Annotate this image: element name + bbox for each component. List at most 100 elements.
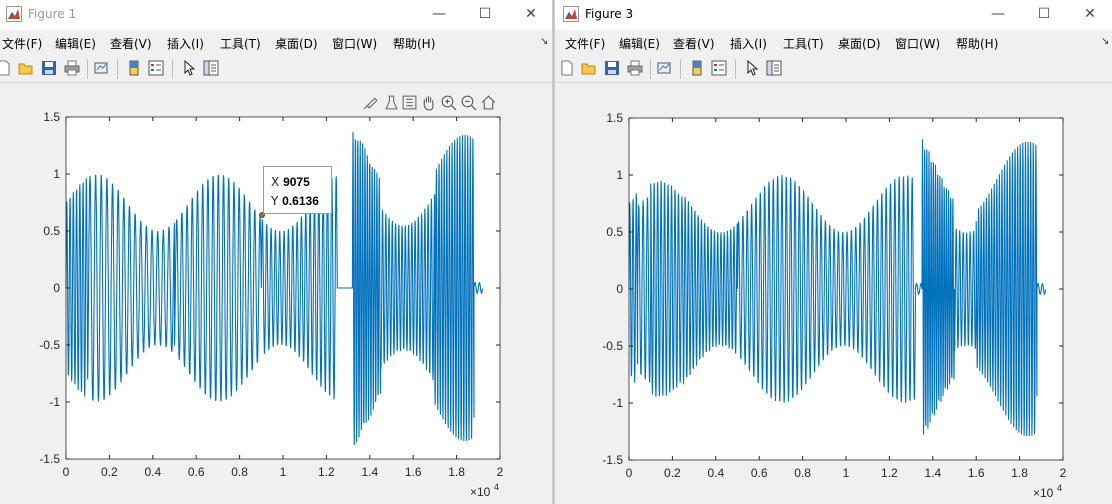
window-title: Figure 1 <box>28 7 77 21</box>
property-inspector-icon[interactable] <box>203 60 219 76</box>
matlab-icon <box>563 6 579 22</box>
property-inspector-icon[interactable] <box>766 60 782 76</box>
x-tick-label: 0.4 <box>707 466 724 480</box>
save-icon[interactable] <box>41 60 57 76</box>
y-tick-label: -0.5 <box>39 338 60 352</box>
save-icon[interactable] <box>604 60 620 76</box>
new-figure-icon[interactable] <box>0 60 12 76</box>
menu-insert[interactable]: 插入(I) <box>730 37 767 51</box>
menu-overflow-icon[interactable]: ↘ <box>540 36 549 47</box>
y-tick-label: -1 <box>49 395 60 409</box>
y-tick-label: 1 <box>53 167 60 181</box>
colorbar-icon[interactable] <box>689 60 705 76</box>
window-divider <box>552 0 555 504</box>
menu-tools[interactable]: 工具(T) <box>783 37 824 51</box>
title-bar[interactable]: Figure 3 — ☐ ✕ <box>555 0 1112 30</box>
toolbar <box>0 55 552 83</box>
menu-window[interactable]: 窗口(W) <box>895 37 941 51</box>
x-tick-label: 1.6 <box>405 465 422 479</box>
y-tick-label: 0 <box>616 282 623 296</box>
matlab-icon <box>6 6 22 22</box>
export-icon[interactable] <box>401 94 418 111</box>
home-icon[interactable] <box>480 94 497 111</box>
plot-axes[interactable]: 0 0.2 0.4 0.6 0.8 1 1.2 1.4 1.6 1.8 2 1.5 1 0.5 0 -0.5 -… <box>555 84 1112 504</box>
menu-help[interactable]: 帮助(H) <box>393 37 436 51</box>
print-icon[interactable] <box>627 60 643 76</box>
toolbar-separator <box>680 59 681 79</box>
legend-icon[interactable] <box>148 60 164 76</box>
x-tick-label: 0 <box>63 465 70 479</box>
maximize-button[interactable]: ☐ <box>478 6 492 22</box>
open-file-icon[interactable] <box>18 60 34 76</box>
y-tick-label: -1.5 <box>39 452 60 466</box>
menu-tools[interactable]: 工具(T) <box>220 37 261 51</box>
menu-bar: 文件(F) 编辑(E) 查看(V) 插入(I) 工具(T) 桌面(D) 窗口(W… <box>0 30 552 54</box>
y-tick-label: 0.5 <box>606 225 623 239</box>
menu-view[interactable]: 查看(V) <box>110 37 152 51</box>
signal-line <box>65 132 484 446</box>
data-tips-icon[interactable] <box>383 94 400 111</box>
x-tick-label: 1.4 <box>361 465 378 479</box>
x-tick-label: 1.4 <box>924 466 941 480</box>
edit-plot-cursor-icon[interactable] <box>744 60 760 76</box>
signal-line <box>628 139 1047 437</box>
data-tip[interactable]: X 9075 Y 0.6136 <box>263 166 332 214</box>
close-button[interactable]: ✕ <box>525 6 537 22</box>
x-exponent-power: 4 <box>494 482 499 492</box>
maximize-button[interactable]: ☐ <box>1037 6 1051 22</box>
x-tick-label: 1.8 <box>1011 466 1028 480</box>
close-button[interactable]: ✕ <box>1084 6 1096 22</box>
toolbar <box>555 55 1112 83</box>
x-tick-label: 0.2 <box>664 466 681 480</box>
x-tick-label: 1.6 <box>968 466 985 480</box>
x-exponent-label: ×10 <box>470 485 491 499</box>
x-exponent-power: 4 <box>1057 483 1062 493</box>
y-tick-label: 0 <box>53 281 60 295</box>
menu-view[interactable]: 查看(V) <box>673 37 715 51</box>
minimize-button[interactable]: — <box>432 6 446 22</box>
x-tick-label: 1 <box>280 465 287 479</box>
x-tick-label: 2 <box>1060 466 1067 480</box>
colorbar-icon[interactable] <box>126 60 142 76</box>
brush-icon[interactable] <box>362 94 379 111</box>
y-tick-label: -1 <box>612 396 623 410</box>
figure-1-window: Figure 1 — ☐ ✕ 文件(F) 编辑(E) 查看(V) 插入(I) 工… <box>0 0 552 504</box>
x-tick-label: 0 <box>626 466 633 480</box>
link-plot-icon[interactable] <box>657 60 673 76</box>
menu-overflow-icon[interactable]: ↘ <box>1101 36 1110 47</box>
y-tick-label: 0.5 <box>43 224 60 238</box>
zoom-in-icon[interactable] <box>440 94 457 111</box>
x-exponent-label: ×10 <box>1033 486 1054 500</box>
link-plot-icon[interactable] <box>94 60 110 76</box>
x-tick-label: 1.2 <box>318 465 335 479</box>
menu-help[interactable]: 帮助(H) <box>956 37 999 51</box>
minimize-button[interactable]: — <box>991 6 1005 22</box>
open-file-icon[interactable] <box>581 60 597 76</box>
menu-file[interactable]: 文件(F) <box>565 37 606 51</box>
print-icon[interactable] <box>64 60 80 76</box>
title-bar[interactable]: Figure 1 — ☐ ✕ <box>0 0 552 30</box>
menu-file[interactable]: 文件(F) <box>2 37 43 51</box>
x-tick-label: 1.2 <box>881 466 898 480</box>
toolbar-separator <box>172 59 173 79</box>
menu-window[interactable]: 窗口(W) <box>332 37 378 51</box>
new-figure-icon[interactable] <box>559 60 575 76</box>
y-tick-label: 1.5 <box>43 110 60 124</box>
x-tick-label: 1 <box>843 466 850 480</box>
menu-edit[interactable]: 编辑(E) <box>55 37 96 51</box>
menu-desktop[interactable]: 桌面(D) <box>838 37 881 51</box>
datatip-x-value: 9075 <box>283 175 310 189</box>
pan-icon[interactable] <box>420 94 437 111</box>
x-tick-label: 0.2 <box>101 465 118 479</box>
x-tick-label: 0.8 <box>231 465 248 479</box>
zoom-out-icon[interactable] <box>460 94 477 111</box>
plot-axes[interactable]: 0 0.2 0.4 0.6 0.8 1 1.2 1.4 1.6 1.8 2 1.5 1 0.5 0 -0.5 -… <box>0 84 552 504</box>
datatip-x-label: X <box>271 175 280 189</box>
figure-area: 0 0.2 0.4 0.6 0.8 1 1.2 1.4 1.6 1.8 2 1.5 1 0.5 0 -0.5 -… <box>555 84 1112 504</box>
x-tick-label: 0.6 <box>751 466 768 480</box>
menu-edit[interactable]: 编辑(E) <box>619 37 660 51</box>
edit-plot-cursor-icon[interactable] <box>181 60 197 76</box>
legend-icon[interactable] <box>711 60 727 76</box>
menu-desktop[interactable]: 桌面(D) <box>275 37 318 51</box>
menu-insert[interactable]: 插入(I) <box>167 37 204 51</box>
